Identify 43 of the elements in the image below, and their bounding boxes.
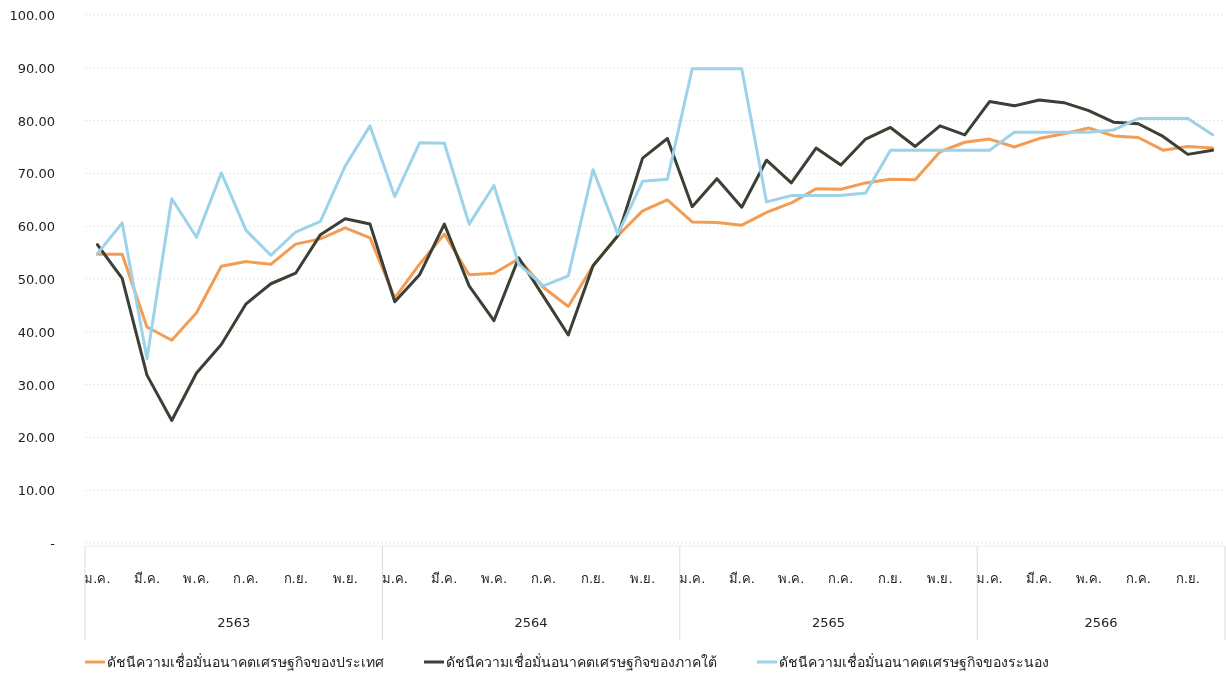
x-tick-label: มี.ค. <box>133 571 161 586</box>
text: 2563 <box>217 615 251 630</box>
x-tick-label: ก.ค. <box>1125 571 1151 586</box>
x-tick-label: ก.ย. <box>878 571 903 586</box>
legend-label: ดัชนีความเชื่อมั่นอนาคตเศรษฐกิจของระนอง <box>779 653 1049 671</box>
x-tick-label: ก.ย. <box>1175 571 1200 586</box>
x-tick-label: พ.ค. <box>480 571 508 586</box>
x-tick-label: ก.ย. <box>580 571 606 586</box>
x-tick-label: ม.ค. <box>679 571 706 586</box>
x-tick-label: พ.ค. <box>778 571 805 586</box>
text: 2566 <box>1084 615 1118 630</box>
line-series <box>95 98 1215 422</box>
legend-label: ดัชนีความเชื่อมั่นอนาคตเศรษฐกิจของภาคใต้ <box>446 653 717 671</box>
x-tick-label: มี.ค. <box>1026 571 1053 586</box>
legend-label: ดัชนีความเชื่อมั่นอนาคตเศรษฐกิจของประเทศ <box>107 653 384 671</box>
x-tick-label: ก.ย. <box>283 571 308 586</box>
x-tick-label: ก.ค. <box>530 571 557 586</box>
text: 2564 <box>514 615 548 630</box>
y-tick-label: 60.00 <box>17 219 55 235</box>
text: 2565 <box>811 615 846 630</box>
y-tick-label: - <box>50 536 56 551</box>
x-tick-label: ม.ค. <box>976 571 1003 586</box>
y-tick-label: 40.00 <box>17 324 55 340</box>
x-tick-label: มี.ค. <box>431 571 458 586</box>
x-tick-label: พ.ค. <box>183 571 210 586</box>
x-tick-label: มี.ค. <box>728 571 755 586</box>
y-tick-label: 50.00 <box>17 272 55 287</box>
y-tick-label: 10.00 <box>17 483 55 499</box>
y-tick-label: 30.00 <box>17 377 55 393</box>
x-tick-label: พ.ย. <box>629 571 656 586</box>
x-tick-label: ม.ค. <box>381 571 408 586</box>
y-tick-label: 100.00 <box>9 8 55 23</box>
line-series <box>95 67 1215 361</box>
x-tick-label: ก.ค. <box>233 571 259 586</box>
y-tick-label: 90.00 <box>17 60 55 76</box>
x-tick-label: พ.ย. <box>927 571 953 586</box>
x-tick-label: พ.ย. <box>332 571 358 586</box>
y-tick-label: 80.00 <box>17 113 55 129</box>
x-tick-label: ก.ค. <box>828 571 854 586</box>
y-tick-label: 20.00 <box>17 430 55 446</box>
x-tick-label: พ.ค. <box>1075 571 1102 586</box>
x-tick-label: ม.ค. <box>84 571 111 586</box>
y-tick-label: 70.00 <box>17 166 55 182</box>
